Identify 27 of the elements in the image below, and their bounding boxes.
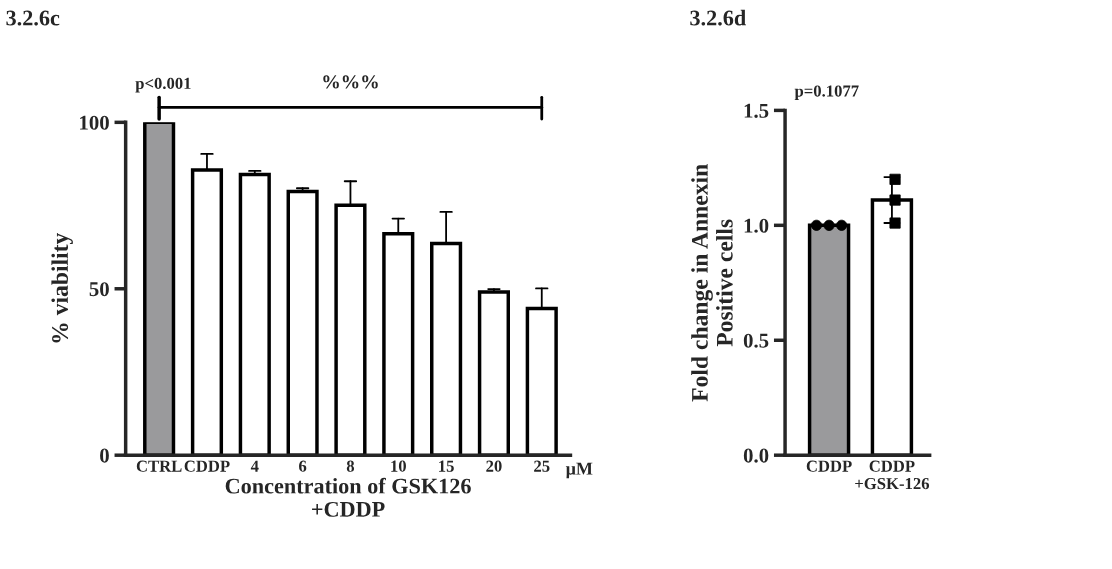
y-axis-title: % viability (51, 232, 73, 343)
y-tick-label: 100 (80, 115, 109, 130)
x-tick-label: CDDP (806, 460, 852, 472)
y-tick-label: 50 (89, 282, 109, 297)
x-tick-label: 20 (486, 460, 502, 472)
x-axis-title: Concentration of GSK126 +CDDP (225, 477, 471, 517)
text: p=0.1077 (794, 85, 859, 101)
y-tick-label: 0.5 (743, 333, 769, 348)
text: %%% (323, 75, 378, 89)
y-tick-label: 0 (100, 448, 109, 463)
x-tick-label: 8 (346, 460, 355, 472)
x-tick-label: CDDP (184, 460, 230, 472)
x-tick-label: 6 (299, 460, 307, 472)
chart-title: 3.2.6d (690, 9, 746, 26)
x-tick-label: CTRL (136, 460, 182, 472)
y-tick-label: 1.5 (744, 103, 769, 118)
chart-title: 3.2.6c (6, 10, 60, 26)
y-axis-title: Fold change in Annexin Positive cells (691, 164, 733, 402)
x-tick-label: CDDP +GSK-126 (855, 460, 930, 490)
x-tick-label: 10 (391, 460, 406, 472)
y-tick-label: 0.0 (743, 448, 769, 463)
x-tick-label: 4 (250, 460, 259, 472)
text: p<0.001 (135, 77, 191, 93)
x-tick-label: 15 (439, 460, 454, 472)
y-tick-label: 1.0 (744, 218, 769, 233)
x-tick-label: 25 (534, 460, 550, 472)
text: μM (565, 462, 593, 479)
